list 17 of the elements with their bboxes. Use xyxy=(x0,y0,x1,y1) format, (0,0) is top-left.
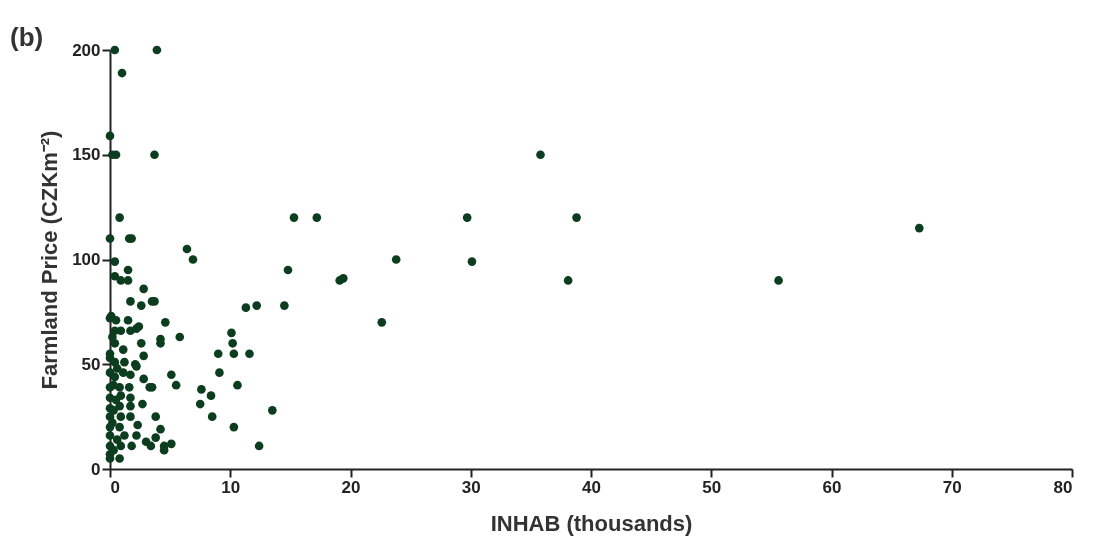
y-tick-label: 0 xyxy=(91,459,101,479)
chart-title: (b) xyxy=(10,22,44,52)
x-tick-label: 70 xyxy=(942,477,962,497)
x-tick-label: 30 xyxy=(461,477,481,497)
y-tick-label: 50 xyxy=(81,354,101,374)
x-tick-label: 80 xyxy=(1053,477,1073,497)
x-tick-label: 40 xyxy=(582,477,601,497)
x-tick-label: 20 xyxy=(341,477,361,497)
y-tick-label: 150 xyxy=(72,145,101,165)
x-tick-label: 0 xyxy=(110,477,120,497)
x-tick-label: 10 xyxy=(221,477,241,497)
y-axis-title: Farmland Price (CZKm⁻²) xyxy=(37,130,63,390)
y-tick-label: 100 xyxy=(72,250,101,269)
x-tick-label: 50 xyxy=(702,477,722,497)
x-axis-title: INHAB (thousands) xyxy=(490,510,693,536)
y-tick-label: 200 xyxy=(72,40,101,60)
x-tick-label: 60 xyxy=(822,477,842,497)
